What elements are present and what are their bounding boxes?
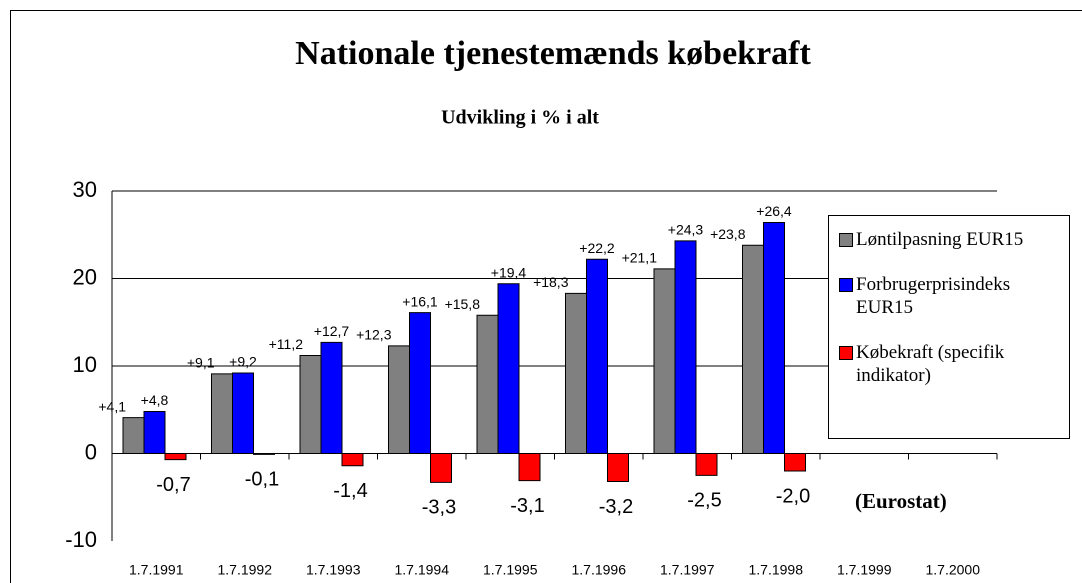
bar <box>388 345 410 454</box>
x-tick-label: 1.7.2000 <box>926 562 981 578</box>
bar <box>565 292 587 454</box>
data-label: -0,1 <box>245 469 279 491</box>
chart-title: Nationale tjenestemænds købekraft <box>295 35 811 72</box>
x-tick-label: 1.7.1993 <box>306 562 361 578</box>
bar <box>341 453 364 467</box>
bar <box>586 258 608 454</box>
y-tick-label: 0 <box>85 439 97 464</box>
data-label: +4,1 <box>98 398 126 414</box>
data-label: -3,2 <box>599 496 633 518</box>
data-label: +12,7 <box>314 323 350 339</box>
x-tick-label: 1.7.1991 <box>129 562 184 578</box>
x-tick-label: 1.7.1995 <box>483 562 538 578</box>
legend-entry: Løntilpasning EUR15 <box>839 228 1061 251</box>
legend-entry: Forbrugerprisindeks EUR15 <box>839 273 1061 319</box>
bar <box>784 453 806 472</box>
bar <box>253 453 275 455</box>
data-label: +4,8 <box>141 392 169 408</box>
bar <box>653 268 676 454</box>
data-label: +26,4 <box>756 203 792 219</box>
chart-subtitle: Udvikling i % i alt <box>441 107 599 129</box>
data-label: -2,5 <box>687 490 721 512</box>
data-label: +22,2 <box>579 240 615 256</box>
x-tick-label: 1.7.1997 <box>660 562 715 578</box>
bar <box>518 453 541 482</box>
data-label: +11,2 <box>269 336 304 352</box>
legend: Løntilpasning EUR15 Forbrugerprisindeks E… <box>828 215 1070 439</box>
y-tick-label: 20 <box>73 264 97 289</box>
frame <box>10 10 1082 583</box>
data-label: +9,2 <box>229 354 257 370</box>
legend-swatch <box>839 346 853 360</box>
data-label: +21,1 <box>622 250 658 266</box>
bar <box>430 453 452 483</box>
bar <box>742 244 764 454</box>
annotation: (Eurostat) <box>855 489 947 513</box>
legend-swatch <box>839 278 853 292</box>
data-label: +18,3 <box>533 274 569 290</box>
data-label: -0,7 <box>156 474 190 496</box>
y-tick-label: -10 <box>65 527 97 552</box>
x-tick-label: 1.7.1999 <box>837 562 892 578</box>
data-label: -3,1 <box>510 495 544 517</box>
legend-label: Løntilpasning EUR15 <box>856 229 1024 250</box>
legend-entry: Købekraft (specifik indikator) <box>839 341 1061 387</box>
bar <box>409 312 431 454</box>
data-label: -2,0 <box>776 485 810 507</box>
data-label: -3,3 <box>422 497 456 519</box>
data-label: +9,1 <box>187 355 215 371</box>
x-tick-label: 1.7.1998 <box>749 562 804 578</box>
bar <box>607 453 629 482</box>
legend-label: Forbrugerprisindeks EUR15 <box>856 274 1011 318</box>
bar <box>299 355 322 454</box>
data-label: +19,4 <box>491 264 527 280</box>
bar <box>320 341 343 454</box>
plot: -10 0 10 20 30 1.7.1991 +4,1 +4,8 -0,7 1.7.1992 +9… <box>65 177 998 578</box>
bar <box>497 283 520 454</box>
data-label: +24,3 <box>668 222 704 238</box>
bar <box>232 372 254 454</box>
bar <box>143 411 166 454</box>
bar <box>476 314 499 454</box>
bar <box>695 453 718 476</box>
y-tick-label: 30 <box>73 177 97 202</box>
data-label: +23,8 <box>710 226 746 242</box>
data-label: +12,3 <box>356 327 392 343</box>
bar <box>674 240 697 454</box>
legend-label: Købekraft (specifik indikator) <box>856 342 1005 386</box>
data-label: -1,4 <box>333 480 367 502</box>
y-tick-label: 10 <box>73 352 97 377</box>
x-tick-label: 1.7.1996 <box>572 562 627 578</box>
legend-swatch <box>839 233 853 247</box>
bar <box>763 222 785 454</box>
data-label: +15,8 <box>445 296 481 312</box>
data-label: +16,1 <box>402 293 438 309</box>
bar <box>164 453 187 461</box>
x-tick-label: 1.7.1992 <box>218 562 273 578</box>
bar <box>211 373 233 454</box>
bar <box>122 417 145 454</box>
x-tick-label: 1.7.1994 <box>395 562 450 578</box>
